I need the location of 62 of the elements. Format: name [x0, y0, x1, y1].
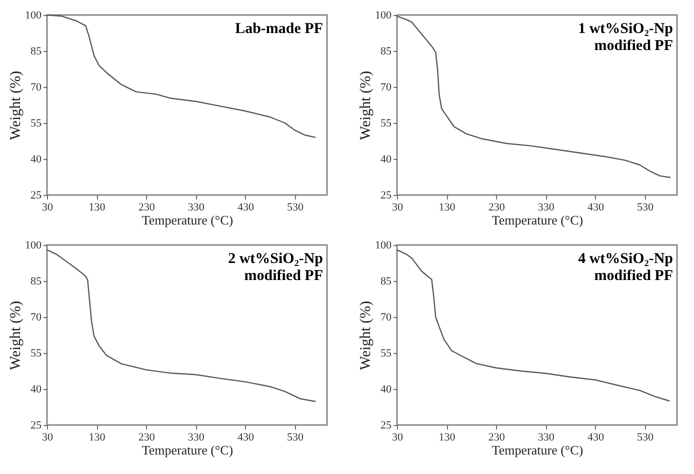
- y-axis-title: Weight (%): [8, 300, 24, 370]
- x-tick-label: 430: [587, 202, 604, 214]
- y-axis-title: Weight (%): [8, 70, 24, 140]
- x-tick-label: 330: [188, 202, 205, 214]
- x-tick-label: 330: [538, 432, 555, 444]
- x-tick-label: 530: [287, 432, 304, 444]
- x-tick-label: 530: [637, 432, 654, 444]
- y-tick-label: 85: [380, 46, 392, 58]
- y-axis-title: Weight (%): [358, 70, 374, 140]
- x-tick-label: 30: [392, 202, 404, 214]
- y-tick-label: 40: [380, 384, 392, 396]
- y-tick-label: 70: [30, 312, 42, 324]
- y-tick-label: 25: [380, 420, 392, 432]
- y-tick-label: 85: [380, 276, 392, 288]
- x-tick-label: 130: [438, 432, 456, 444]
- x-tick-label: 330: [188, 432, 205, 444]
- y-tick-label: 25: [30, 420, 42, 432]
- y-tick-label: 100: [25, 240, 42, 252]
- line-series: [396, 16, 672, 178]
- line-series: [396, 249, 670, 402]
- x-tick-label: 130: [88, 432, 106, 444]
- x-axis-title: Temperature (°C): [492, 212, 584, 228]
- y-tick-label: 85: [30, 46, 42, 58]
- x-tick-label: 430: [587, 432, 604, 444]
- x-axis-title: Temperature (°C): [142, 442, 234, 458]
- x-tick-label: 430: [237, 432, 254, 444]
- text: 2 wt%SiO₂-Np modified PF: [228, 251, 323, 284]
- x-axis-title: Temperature (°C): [142, 212, 234, 228]
- y-tick-label: 55: [380, 348, 392, 360]
- y-tick-label: 55: [30, 348, 42, 360]
- y-tick-label: 40: [30, 384, 42, 396]
- x-tick-label: 30: [42, 202, 54, 214]
- y-tick-label: 70: [380, 82, 392, 94]
- x-tick-label: 30: [42, 432, 54, 444]
- x-tick-label: 430: [237, 202, 254, 214]
- x-axis-title: Temperature (°C): [492, 442, 584, 458]
- y-tick-label: 25: [380, 190, 392, 202]
- y-tick-label: 70: [380, 312, 392, 324]
- text: 1 wt%SiO₂-Np modified PF: [578, 21, 673, 54]
- y-tick-label: 25: [30, 190, 42, 202]
- y-tick-label: 55: [30, 118, 42, 130]
- x-tick-label: 530: [637, 202, 654, 214]
- x-tick-label: 130: [438, 202, 456, 214]
- y-tick-label: 40: [30, 154, 42, 166]
- y-tick-label: 100: [375, 10, 392, 22]
- x-tick-label: 230: [488, 432, 506, 444]
- y-tick-label: 100: [25, 10, 42, 22]
- y-tick-label: 70: [30, 82, 42, 94]
- y-tick-label: 40: [380, 154, 392, 166]
- y-tick-label: 85: [30, 276, 42, 288]
- x-tick-label: 230: [488, 202, 506, 214]
- text: 4 wt%SiO₂-Np modified PF: [578, 251, 673, 284]
- x-tick-label: 230: [138, 432, 156, 444]
- x-tick-label: 130: [88, 202, 106, 214]
- y-tick-label: 100: [375, 240, 392, 252]
- y-axis-title: Weight (%): [358, 300, 374, 370]
- x-tick-label: 30: [392, 432, 404, 444]
- x-tick-label: 230: [138, 202, 156, 214]
- y-tick-label: 55: [380, 118, 392, 130]
- x-tick-label: 530: [287, 202, 304, 214]
- x-tick-label: 330: [538, 202, 555, 214]
- chart-title: Lab-made PF: [235, 21, 323, 37]
